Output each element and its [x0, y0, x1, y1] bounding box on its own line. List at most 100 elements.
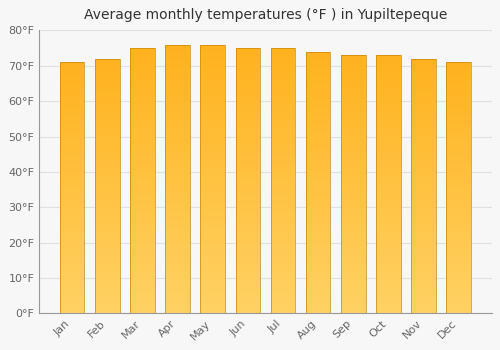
Bar	[165, 139, 190, 140]
Bar	[341, 169, 365, 170]
Bar	[412, 228, 436, 229]
Bar	[270, 255, 295, 256]
Bar	[165, 304, 190, 305]
Bar	[376, 306, 401, 307]
Bar	[412, 306, 436, 307]
Bar	[376, 102, 401, 103]
Bar	[446, 84, 471, 85]
Bar	[130, 48, 154, 313]
Bar	[446, 223, 471, 224]
Bar	[446, 114, 471, 115]
Bar	[270, 54, 295, 55]
Bar	[412, 119, 436, 120]
Bar	[165, 186, 190, 187]
Bar	[341, 236, 365, 237]
Bar	[376, 189, 401, 191]
Bar	[306, 269, 330, 270]
Bar	[306, 138, 330, 139]
Bar	[165, 182, 190, 183]
Bar	[60, 246, 84, 247]
Bar	[376, 304, 401, 306]
Bar	[200, 268, 225, 269]
Bar	[270, 211, 295, 212]
Bar	[236, 194, 260, 195]
Bar	[412, 290, 436, 292]
Bar	[412, 70, 436, 71]
Bar	[200, 212, 225, 214]
Bar	[60, 107, 84, 109]
Bar	[200, 237, 225, 238]
Bar	[306, 264, 330, 265]
Bar	[236, 49, 260, 51]
Bar	[446, 266, 471, 267]
Bar	[306, 188, 330, 189]
Bar	[412, 178, 436, 180]
Bar	[95, 150, 120, 152]
Bar	[236, 65, 260, 67]
Bar	[95, 171, 120, 172]
Bar	[446, 81, 471, 82]
Bar	[200, 174, 225, 175]
Bar	[341, 127, 365, 129]
Bar	[270, 177, 295, 178]
Bar	[376, 175, 401, 176]
Bar	[270, 300, 295, 301]
Bar	[95, 270, 120, 271]
Bar	[236, 235, 260, 237]
Bar	[341, 304, 365, 306]
Bar	[60, 124, 84, 125]
Bar	[446, 89, 471, 90]
Bar	[270, 279, 295, 280]
Bar	[60, 70, 84, 71]
Bar	[412, 171, 436, 172]
Bar	[200, 78, 225, 79]
Bar	[95, 210, 120, 211]
Bar	[306, 208, 330, 209]
Bar	[446, 237, 471, 238]
Bar	[306, 230, 330, 231]
Bar	[95, 256, 120, 257]
Bar	[200, 140, 225, 141]
Bar	[341, 81, 365, 82]
Bar	[95, 238, 120, 239]
Bar	[412, 107, 436, 108]
Bar	[446, 185, 471, 187]
Bar	[236, 210, 260, 211]
Bar	[446, 197, 471, 198]
Bar	[60, 220, 84, 222]
Bar	[165, 231, 190, 233]
Bar	[270, 296, 295, 297]
Bar	[165, 214, 190, 215]
Bar	[306, 248, 330, 249]
Bar	[270, 163, 295, 165]
Bar	[200, 236, 225, 237]
Bar	[165, 155, 190, 156]
Bar	[95, 241, 120, 242]
Bar	[200, 183, 225, 184]
Bar	[270, 160, 295, 161]
Bar	[341, 250, 365, 251]
Bar	[306, 241, 330, 243]
Bar	[270, 260, 295, 262]
Bar	[130, 195, 154, 197]
Bar	[270, 74, 295, 75]
Bar	[95, 98, 120, 99]
Bar	[376, 213, 401, 214]
Bar	[95, 182, 120, 183]
Bar	[200, 124, 225, 125]
Bar	[376, 302, 401, 303]
Bar	[165, 112, 190, 113]
Bar	[270, 284, 295, 286]
Bar	[412, 204, 436, 205]
Bar	[236, 55, 260, 56]
Bar	[165, 55, 190, 57]
Bar	[200, 203, 225, 204]
Bar	[95, 218, 120, 219]
Bar	[60, 119, 84, 120]
Bar	[270, 220, 295, 222]
Bar	[341, 198, 365, 200]
Bar	[60, 191, 84, 193]
Bar	[341, 100, 365, 101]
Bar	[165, 207, 190, 209]
Bar	[446, 167, 471, 168]
